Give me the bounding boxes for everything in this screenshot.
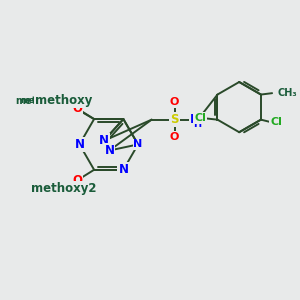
Text: O: O (170, 132, 179, 142)
Text: O: O (170, 98, 179, 107)
Text: methoxy: methoxy (35, 94, 93, 107)
Text: S: S (170, 113, 179, 126)
Text: N: N (74, 138, 85, 151)
Text: methoxy: methoxy (20, 96, 61, 105)
Text: Cl: Cl (194, 113, 206, 123)
Text: O: O (71, 102, 81, 115)
Text: O: O (72, 102, 82, 115)
Text: N: N (118, 163, 128, 176)
Text: H: H (193, 119, 201, 129)
Text: CH₃: CH₃ (278, 88, 297, 98)
Text: methoxy: methoxy (15, 96, 63, 106)
Text: Cl: Cl (270, 117, 282, 128)
Text: N: N (190, 113, 200, 126)
Text: N: N (104, 144, 114, 157)
Text: O: O (72, 174, 82, 187)
Text: N: N (134, 140, 142, 149)
Text: N: N (99, 134, 109, 147)
Text: methoxy2: methoxy2 (31, 182, 97, 195)
